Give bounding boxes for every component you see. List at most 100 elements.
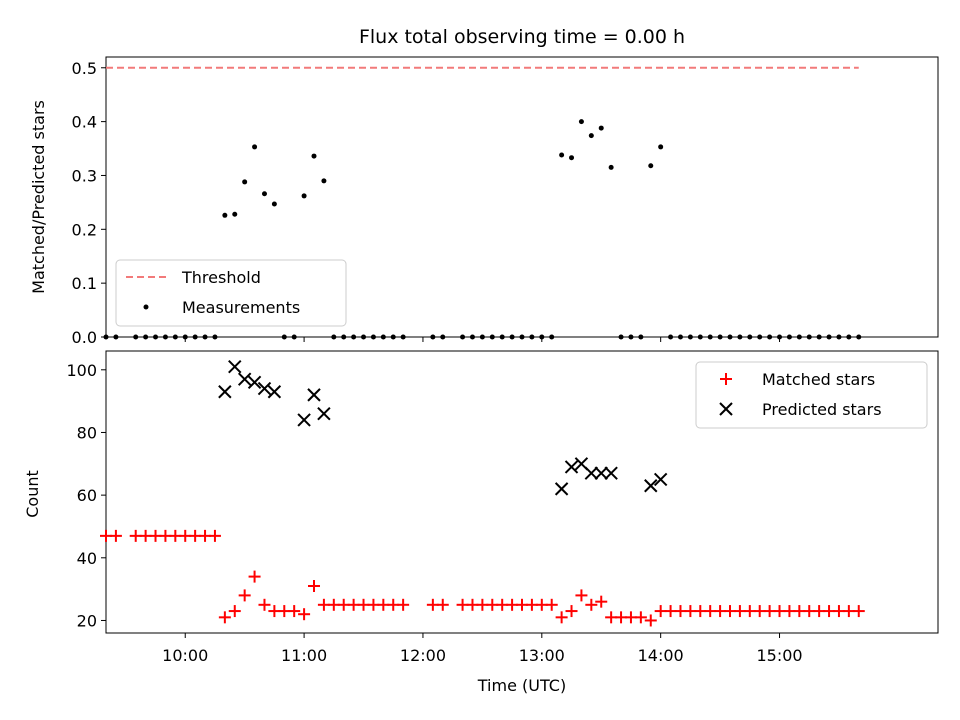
measurement-point <box>430 334 436 340</box>
predicted-star-point-b <box>644 479 658 493</box>
predicted-star-point-b <box>257 381 272 396</box>
predicted-star-point-b <box>594 466 608 480</box>
predicted-star-point <box>554 482 569 496</box>
measurement-point <box>856 334 862 340</box>
measurement-point <box>162 334 168 340</box>
legend-measurements-label: Measurements <box>182 298 300 317</box>
measurement-point <box>133 334 139 340</box>
matched-star-point <box>109 529 122 542</box>
predicted-star-point-b <box>554 482 569 496</box>
bottom-x-tick-label: 12:00 <box>400 646 446 665</box>
measurement-point <box>440 334 446 340</box>
predicted-star-point <box>604 466 618 480</box>
matched-star-point <box>298 608 311 621</box>
matched-star-point <box>208 529 221 542</box>
measurement-point <box>529 334 535 340</box>
bottom-x-tick-label: 11:00 <box>281 646 327 665</box>
predicted-star-point-b <box>574 457 589 471</box>
measurement-point <box>281 334 287 340</box>
measurement-point <box>192 334 198 340</box>
matched-star-point <box>575 589 588 602</box>
top-y-tick-label: 0.2 <box>72 220 97 239</box>
bottom-legend-box <box>695 361 928 429</box>
measurement-point <box>351 334 357 340</box>
measurement-point <box>737 334 743 340</box>
bottom-y-tick-label: 40 <box>77 549 97 568</box>
matched-star-point <box>555 611 568 624</box>
chart-title: Flux total observing time = 0.00 h <box>359 26 685 48</box>
predicted-star-point <box>644 479 658 493</box>
predicted-star-point <box>297 413 311 427</box>
measurement-point <box>549 334 555 340</box>
bottom-x-tick-label: 15:00 <box>756 646 802 665</box>
measurement-point <box>727 334 733 340</box>
measurement-point <box>252 144 258 150</box>
predicted-star-point-b <box>604 466 618 480</box>
predicted-star-point-b <box>237 372 252 386</box>
measurement-point <box>608 164 614 170</box>
measurement-point <box>460 334 466 340</box>
measurement-point <box>182 334 188 340</box>
measurement-point <box>361 334 367 340</box>
measurement-point <box>271 201 277 207</box>
legend-x-marker-b <box>719 402 733 416</box>
predicted-star-point <box>594 466 608 480</box>
matched-star-point <box>238 589 251 602</box>
predicted-star-point-b <box>218 385 232 399</box>
measurement-point <box>598 125 604 131</box>
measurement-point <box>331 334 337 340</box>
measurement-point <box>796 334 802 340</box>
bottom-panel: 20 40 60 80 100 10:00 11:00 12:00 13:00 14:00 15:0… <box>66 350 939 665</box>
top-legend: Threshold Measurements <box>115 259 347 327</box>
measurement-point <box>846 334 852 340</box>
predicted-star-point <box>228 359 242 374</box>
predicted-star-point-b <box>297 413 311 427</box>
measurement-point <box>697 334 703 340</box>
measurement-point <box>588 133 594 139</box>
measurement-point <box>677 334 683 340</box>
measurement-point <box>232 211 238 217</box>
measurement-point <box>618 334 624 340</box>
measurement-point <box>370 334 376 340</box>
measurement-point <box>767 334 773 340</box>
measurement-point <box>628 334 634 340</box>
predicted-star-point-b <box>584 466 599 480</box>
measurement-point <box>687 334 693 340</box>
measurement-point <box>479 334 485 340</box>
measurement-point <box>311 153 317 159</box>
measurement-point <box>222 212 228 218</box>
measurement-point <box>291 334 297 340</box>
predicted-star-point-b <box>267 385 282 399</box>
matched-star-point <box>228 605 241 618</box>
legend-measurements-swatch <box>143 304 149 310</box>
measurement-point <box>172 334 178 340</box>
bottom-y-axis-label: Count <box>23 470 42 518</box>
predicted-star-point <box>218 385 232 399</box>
legend-matched-label: Matched stars <box>762 370 875 389</box>
predicted-star-point-b <box>653 472 668 487</box>
measurement-point <box>757 334 763 340</box>
measurement-point <box>212 334 218 340</box>
predicted-star-point <box>317 406 331 421</box>
legend-predicted-label: Predicted stars <box>762 400 882 419</box>
matched-star-point <box>258 598 271 611</box>
predicted-star-point <box>564 460 579 474</box>
measurement-point <box>519 334 525 340</box>
measurement-point <box>777 334 783 340</box>
bottom-y-tick-label: 60 <box>77 486 97 505</box>
measurement-point <box>469 334 475 340</box>
legend-matched-swatch <box>720 373 732 385</box>
measurement-point <box>143 334 149 340</box>
predicted-star-point-b <box>317 406 331 421</box>
legend-threshold-label: Threshold <box>181 268 261 287</box>
matched-star-point <box>248 570 261 583</box>
top-y-tick-label: 0.5 <box>72 59 97 78</box>
predicted-star-point-b <box>564 460 579 474</box>
measurement-point <box>390 334 396 340</box>
matched-star-point <box>288 605 301 618</box>
predicted-star-point <box>584 466 599 480</box>
measurement-point <box>707 334 713 340</box>
predicted-star-point-b <box>228 359 242 374</box>
measurement-point <box>153 334 159 340</box>
